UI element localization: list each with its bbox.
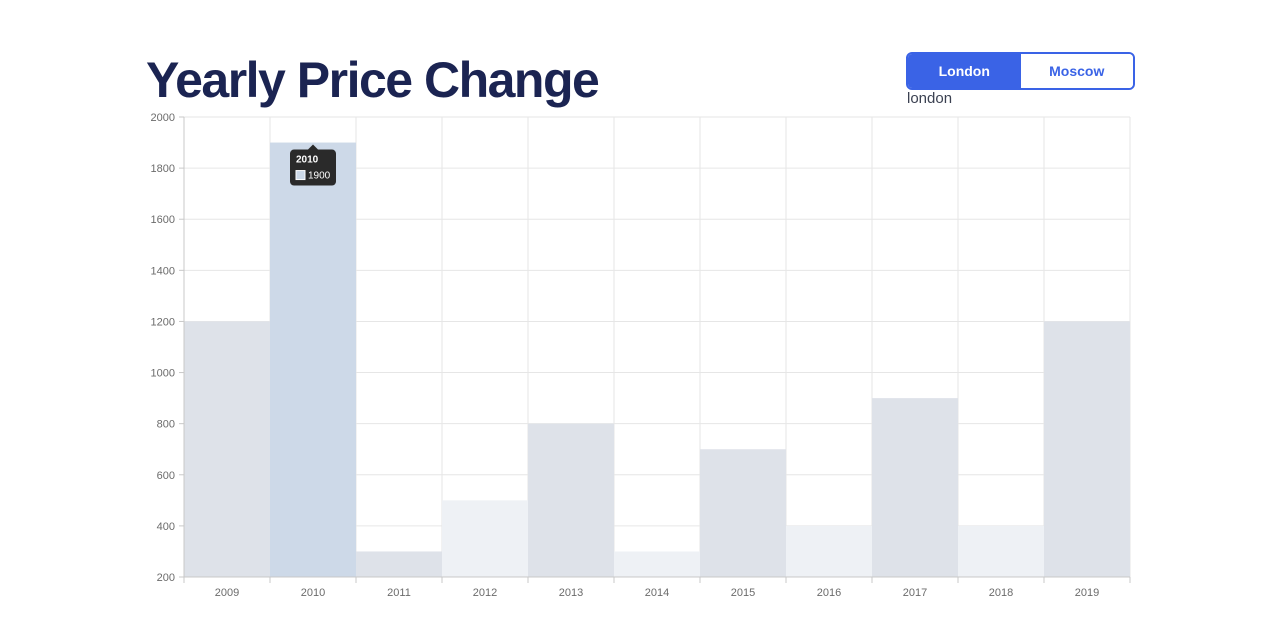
moscow-button[interactable]: Moscow	[1020, 54, 1133, 88]
x-tick-label: 2013	[559, 587, 583, 599]
tooltip-value: 1900	[308, 171, 331, 182]
bar-2009[interactable]	[184, 321, 270, 577]
bar-2017[interactable]	[872, 398, 958, 577]
y-tick-label: 1000	[151, 368, 175, 380]
y-tick-label: 1800	[151, 163, 175, 175]
axes: 200 400 600 800 1000 1200 1400 1600 1800 2000 2009…	[151, 112, 1131, 599]
city-toggle: London Moscow	[906, 52, 1135, 90]
bar-2019[interactable]	[1044, 321, 1130, 577]
tooltip: 2010 1900	[290, 144, 336, 186]
y-tick-label: 1200	[151, 316, 175, 328]
bar-2016[interactable]	[786, 525, 872, 577]
y-tick-label: 400	[157, 521, 175, 533]
tooltip-title: 2010	[296, 155, 319, 166]
page-title: Yearly Price Change	[146, 52, 600, 108]
bar-2012[interactable]	[442, 500, 528, 577]
bar-2013[interactable]	[528, 423, 614, 577]
london-button[interactable]: London	[908, 54, 1021, 88]
y-tick-label: 1400	[151, 265, 175, 277]
x-tick-label: 2017	[903, 587, 927, 599]
bar-2018[interactable]	[958, 525, 1044, 577]
x-tick-label: 2018	[989, 587, 1013, 599]
x-tick-label: 2015	[731, 587, 755, 599]
x-tick-label: 2009	[215, 587, 239, 599]
bars	[184, 142, 1130, 578]
x-tick-label: 2016	[817, 587, 841, 599]
tooltip-caret	[308, 144, 318, 150]
tooltip-swatch	[295, 170, 306, 181]
x-tick-label: 2011	[387, 587, 411, 599]
bar-2011[interactable]	[356, 551, 442, 577]
bar-2014[interactable]	[614, 551, 700, 577]
bar-2015[interactable]	[700, 449, 786, 577]
x-tick-label: 2014	[645, 587, 669, 599]
bar-2010[interactable]	[270, 142, 356, 578]
y-tick-label: 1600	[151, 214, 175, 226]
selected-city-label: london	[907, 90, 953, 107]
y-tick-label: 200	[157, 572, 175, 584]
x-tick-label: 2012	[473, 587, 497, 599]
y-tick-label: 800	[157, 419, 175, 431]
y-tick-label: 2000	[151, 112, 175, 124]
x-tick-label: 2019	[1075, 587, 1099, 599]
x-tick-label: 2010	[301, 587, 325, 599]
y-tick-label: 600	[157, 470, 175, 482]
